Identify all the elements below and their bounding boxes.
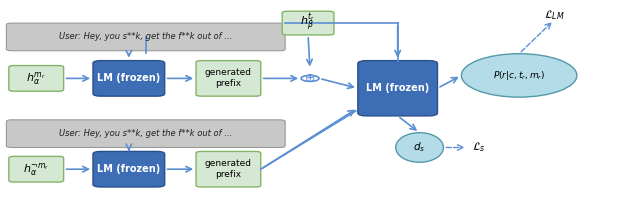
FancyBboxPatch shape <box>93 151 164 187</box>
Text: $\oplus$: $\oplus$ <box>305 72 316 85</box>
Text: $h_\alpha^{m_r}$: $h_\alpha^{m_r}$ <box>26 70 46 87</box>
FancyBboxPatch shape <box>196 61 260 96</box>
Text: generated
prefix: generated prefix <box>205 159 252 179</box>
FancyBboxPatch shape <box>6 120 285 148</box>
Text: $P(r|c, t_r, m_r)$: $P(r|c, t_r, m_r)$ <box>493 69 545 82</box>
Text: $h_\alpha^{\neg m_r}$: $h_\alpha^{\neg m_r}$ <box>23 161 49 178</box>
Text: LM (frozen): LM (frozen) <box>366 83 429 93</box>
Text: LM (frozen): LM (frozen) <box>97 164 161 174</box>
Text: $d_s$: $d_s$ <box>413 141 426 154</box>
FancyBboxPatch shape <box>93 61 164 96</box>
Text: $h_\beta^{t_r}$: $h_\beta^{t_r}$ <box>300 12 316 34</box>
Text: generated
prefix: generated prefix <box>205 68 252 88</box>
FancyBboxPatch shape <box>358 61 438 116</box>
FancyBboxPatch shape <box>6 23 285 51</box>
Text: $\mathcal{L}_{LM}$: $\mathcal{L}_{LM}$ <box>543 8 564 22</box>
Text: User: Hey, you s**k, get the f**k out of ...: User: Hey, you s**k, get the f**k out of… <box>59 32 232 41</box>
FancyBboxPatch shape <box>282 11 334 35</box>
FancyBboxPatch shape <box>196 151 260 187</box>
Ellipse shape <box>396 133 444 162</box>
Circle shape <box>301 75 319 81</box>
Ellipse shape <box>461 54 577 97</box>
Text: LM (frozen): LM (frozen) <box>97 73 161 83</box>
FancyBboxPatch shape <box>9 156 63 182</box>
FancyBboxPatch shape <box>9 65 63 91</box>
Text: User: Hey, you s**k, get the f**k out of ...: User: Hey, you s**k, get the f**k out of… <box>59 129 232 138</box>
Text: $\mathcal{L}_s$: $\mathcal{L}_s$ <box>472 141 486 154</box>
